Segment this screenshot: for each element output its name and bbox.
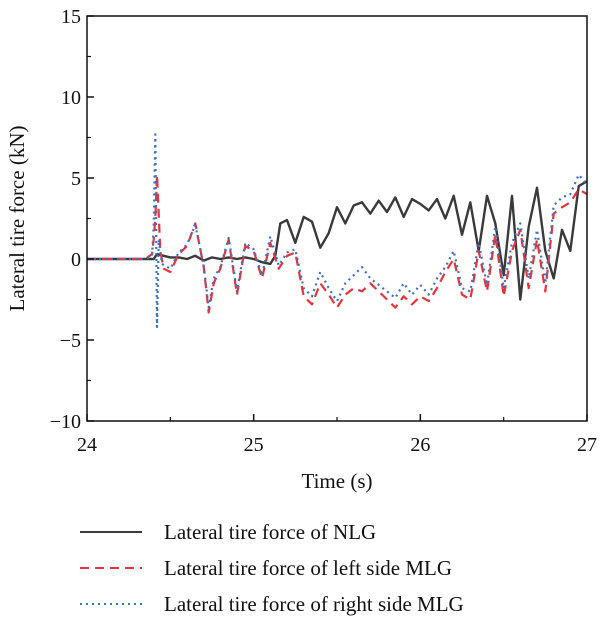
x-tick-label: 27 (577, 434, 597, 456)
y-axis-title: Lateral tire force (kN) (5, 126, 29, 312)
series-line-0 (87, 180, 587, 301)
y-tick-label: −5 (60, 330, 81, 352)
x-tick-label: 24 (77, 434, 97, 456)
y-tick-label: 15 (61, 6, 81, 28)
x-tick-label: 26 (410, 434, 430, 456)
legend-item-right-mlg: Lateral tire force of right side MLG (80, 586, 580, 622)
x-axis-title: Time (s) (302, 469, 373, 493)
legend-swatch-left-mlg (80, 567, 142, 569)
legend-label-nlg: Lateral tire force of NLG (164, 519, 377, 544)
series-line-2 (87, 133, 587, 329)
y-tick-label: 10 (61, 87, 81, 109)
legend-label-left-mlg: Lateral tire force of left side MLG (164, 555, 453, 580)
y-tick-label: 0 (71, 249, 81, 271)
series-line-1 (87, 173, 587, 314)
plot-frame (86, 15, 588, 422)
legend-swatch-right-mlg (80, 603, 142, 605)
legend-swatch-nlg (80, 531, 142, 533)
y-tick-label: 5 (71, 168, 81, 190)
legend-label-right-mlg: Lateral tire force of right side MLG (164, 591, 464, 616)
x-tick-label: 25 (244, 434, 264, 456)
legend-item-left-mlg: Lateral tire force of left side MLG (80, 550, 580, 586)
legend: Lateral tire force of NLG Lateral tire f… (80, 514, 580, 622)
y-tick-label: −10 (50, 411, 81, 433)
legend-item-nlg: Lateral tire force of NLG (80, 514, 580, 550)
